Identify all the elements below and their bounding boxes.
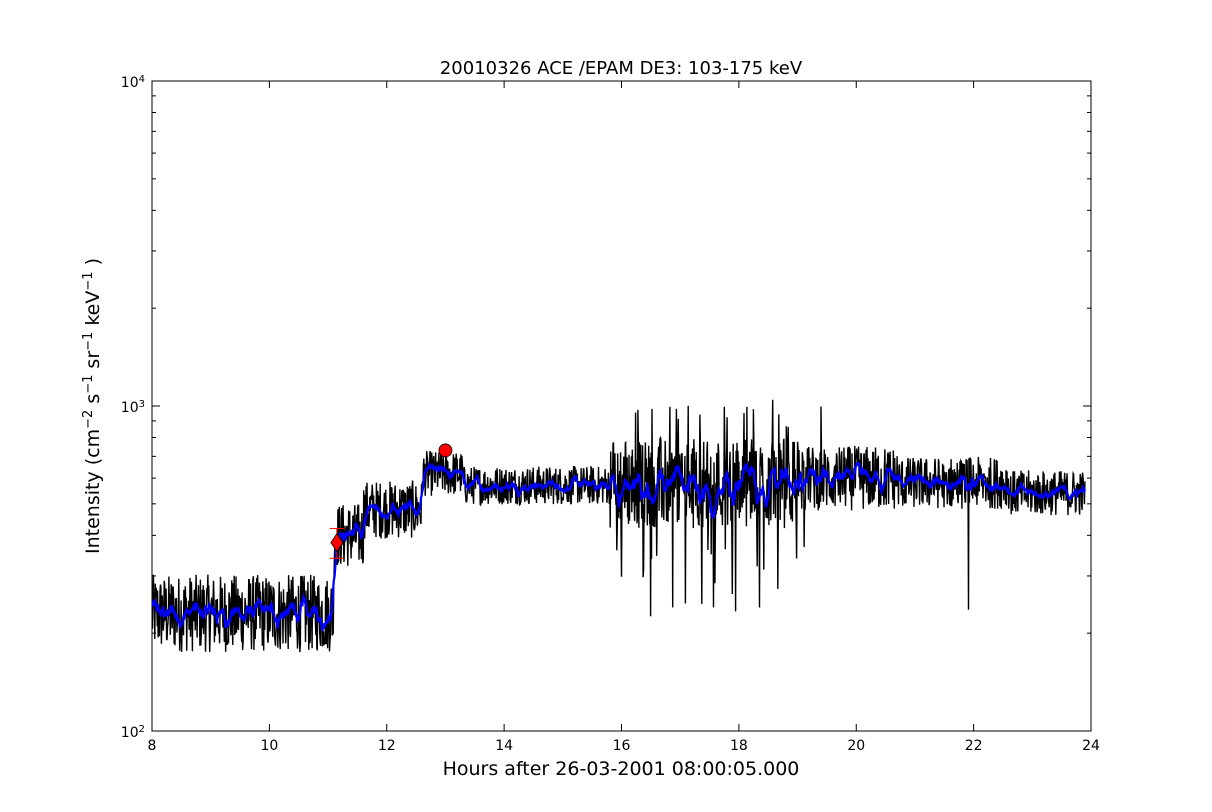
circle-marker [438,443,453,458]
diamond-marker [330,532,344,553]
x-tick-label: 18 [730,738,748,754]
y-tick-label: 103 [121,399,145,417]
plot-area [151,80,1092,732]
x-tick-label: 16 [613,738,631,754]
x-tick-label: 24 [1082,738,1100,754]
x-axis-label: Hours after 26-03-2001 08:00:05.000 [443,758,800,780]
y-tick-label: 102 [121,724,145,742]
x-tick-label: 14 [495,738,513,754]
y-axis-label: Intensity (cm−2 s−1 sr−1 keV−1 ) [81,258,105,554]
x-tick-label: 8 [148,738,157,754]
chart-title: 20010326 ACE /EPAM DE3: 103-175 keV [440,58,803,79]
x-tick-label: 10 [260,738,278,754]
x-tick-label: 22 [965,738,983,754]
series-line-smoothed [152,461,1086,631]
x-tick-label: 12 [378,738,396,754]
x-tick-label: 20 [847,738,865,754]
y-tick-label: 104 [121,74,145,92]
